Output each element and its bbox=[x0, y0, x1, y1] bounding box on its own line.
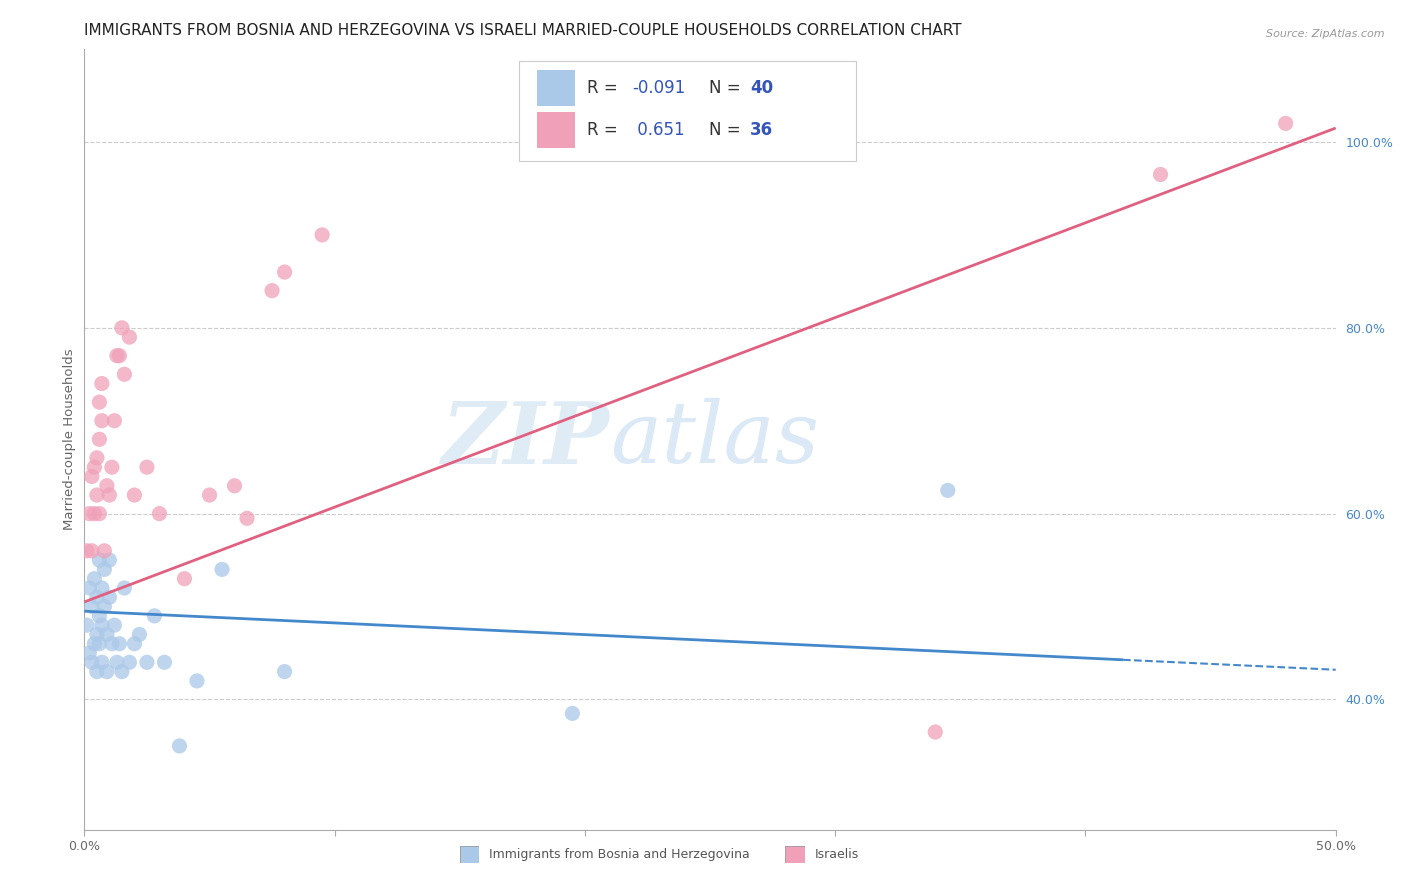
Point bbox=[169, 739, 191, 753]
Point bbox=[311, 227, 333, 242]
Point bbox=[124, 637, 146, 651]
Point bbox=[105, 349, 128, 363]
Point bbox=[936, 483, 959, 498]
FancyBboxPatch shape bbox=[537, 112, 575, 148]
Point bbox=[211, 562, 233, 576]
Point bbox=[86, 450, 108, 465]
Point bbox=[76, 618, 98, 632]
Point bbox=[80, 655, 103, 669]
Point bbox=[93, 562, 115, 576]
Point bbox=[83, 507, 105, 521]
Text: 0.651: 0.651 bbox=[633, 121, 685, 139]
FancyBboxPatch shape bbox=[519, 61, 856, 161]
Point bbox=[96, 627, 118, 641]
Point bbox=[236, 511, 259, 525]
Point bbox=[143, 608, 166, 623]
Point bbox=[148, 507, 170, 521]
Point bbox=[79, 646, 101, 660]
Point bbox=[198, 488, 221, 502]
Point bbox=[924, 725, 946, 739]
Point bbox=[83, 460, 105, 475]
Text: 40: 40 bbox=[749, 79, 773, 97]
Point bbox=[136, 460, 159, 475]
Point bbox=[90, 618, 112, 632]
Point bbox=[89, 433, 111, 447]
Point bbox=[224, 479, 246, 493]
Text: Immigrants from Bosnia and Herzegovina: Immigrants from Bosnia and Herzegovina bbox=[489, 848, 749, 861]
Point bbox=[118, 330, 141, 344]
Text: 36: 36 bbox=[749, 121, 773, 139]
Point bbox=[89, 637, 111, 651]
Point bbox=[124, 488, 146, 502]
Point bbox=[128, 627, 150, 641]
Point bbox=[262, 284, 284, 298]
Text: atlas: atlas bbox=[610, 398, 820, 481]
Point bbox=[153, 655, 176, 669]
Point bbox=[111, 320, 134, 334]
Y-axis label: Married-couple Households: Married-couple Households bbox=[63, 349, 76, 530]
Text: -0.091: -0.091 bbox=[633, 79, 686, 97]
Point bbox=[79, 581, 101, 595]
Point bbox=[136, 655, 159, 669]
Point bbox=[101, 637, 124, 651]
FancyBboxPatch shape bbox=[537, 70, 575, 106]
Text: ZIP: ZIP bbox=[441, 398, 610, 481]
Point bbox=[273, 265, 295, 279]
Point bbox=[80, 599, 103, 614]
Point bbox=[89, 395, 111, 409]
Point bbox=[98, 553, 121, 567]
Point bbox=[1274, 116, 1296, 130]
Point bbox=[90, 376, 112, 391]
Point bbox=[90, 655, 112, 669]
Point bbox=[83, 637, 105, 651]
Point bbox=[80, 543, 103, 558]
Point bbox=[101, 460, 124, 475]
Point bbox=[96, 665, 118, 679]
Point bbox=[80, 469, 103, 483]
Point bbox=[76, 543, 98, 558]
Text: R =: R = bbox=[588, 121, 623, 139]
Text: Source: ZipAtlas.com: Source: ZipAtlas.com bbox=[1267, 29, 1385, 38]
Point bbox=[96, 479, 118, 493]
Point bbox=[86, 627, 108, 641]
Point bbox=[105, 655, 128, 669]
Point bbox=[90, 414, 112, 428]
Point bbox=[89, 553, 111, 567]
Text: R =: R = bbox=[588, 79, 623, 97]
Text: IMMIGRANTS FROM BOSNIA AND HERZEGOVINA VS ISRAELI MARRIED-COUPLE HOUSEHOLDS CORR: IMMIGRANTS FROM BOSNIA AND HERZEGOVINA V… bbox=[84, 23, 962, 38]
Point bbox=[273, 665, 295, 679]
Point bbox=[112, 368, 135, 382]
Point bbox=[86, 591, 108, 605]
Text: Israelis: Israelis bbox=[814, 848, 859, 861]
Point bbox=[89, 507, 111, 521]
Point bbox=[83, 572, 105, 586]
Point bbox=[561, 706, 583, 721]
Point bbox=[90, 581, 112, 595]
Point bbox=[173, 572, 195, 586]
Point bbox=[86, 665, 108, 679]
Point bbox=[111, 665, 134, 679]
Point bbox=[112, 581, 135, 595]
Point bbox=[1149, 168, 1171, 182]
Point bbox=[93, 599, 115, 614]
Point bbox=[89, 608, 111, 623]
Point bbox=[186, 673, 208, 688]
Point bbox=[118, 655, 141, 669]
Point bbox=[108, 349, 131, 363]
Text: N =: N = bbox=[709, 79, 745, 97]
Point bbox=[103, 618, 125, 632]
Point bbox=[98, 591, 121, 605]
Text: N =: N = bbox=[709, 121, 745, 139]
Point bbox=[98, 488, 121, 502]
Point bbox=[79, 507, 101, 521]
Point bbox=[93, 543, 115, 558]
Point bbox=[103, 414, 125, 428]
Point bbox=[86, 488, 108, 502]
Point bbox=[108, 637, 131, 651]
